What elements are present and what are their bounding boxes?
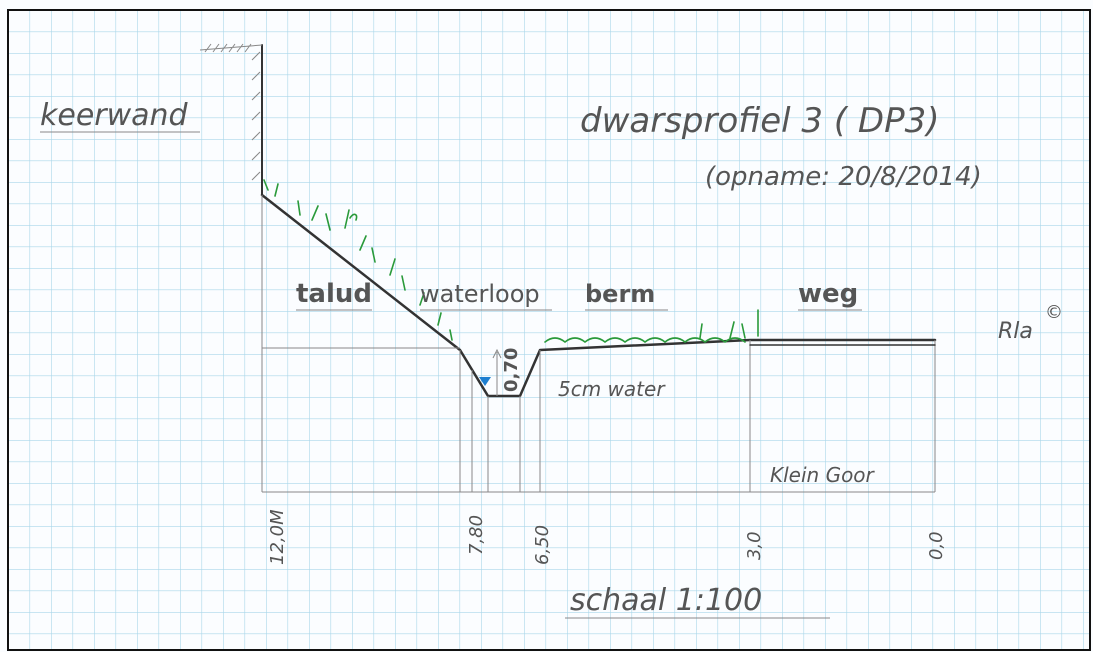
subtitle: (opname: 20/8/2014) (705, 162, 982, 192)
depth-arrow (492, 348, 502, 396)
distance-label: 7,80 (466, 515, 487, 555)
title: dwarsprofiel 3 ( DP3) (580, 101, 940, 141)
retaining-wall (199, 43, 263, 196)
frame (7, 9, 1091, 651)
slope-label: talud (296, 279, 372, 309)
scale-label: schaal 1:100 (570, 583, 762, 618)
reference-lines (261, 195, 936, 493)
road-label: weg (798, 279, 858, 309)
water-level (479, 377, 491, 386)
graph-grid (8, 10, 1090, 650)
watercourse-label: waterloop (420, 280, 540, 308)
distance-labels: 12,0M 7,80 6,50 3,0 0,0 (267, 509, 947, 565)
author: Rla (998, 319, 1033, 344)
distance-label: 3,0 (744, 531, 765, 560)
distance-label: 0,0 (926, 531, 947, 560)
grass (263, 179, 759, 344)
water-label: 5cm water (558, 377, 666, 401)
depth-label: 0,70 (501, 348, 522, 392)
copyright: © (1045, 302, 1063, 323)
verge-label: berm (585, 280, 655, 308)
wall-label: keerwand (40, 98, 189, 133)
distance-label: 6,50 (532, 525, 553, 565)
distance-label: 12,0M (267, 509, 288, 565)
area-label: Klein Goor (770, 463, 876, 487)
